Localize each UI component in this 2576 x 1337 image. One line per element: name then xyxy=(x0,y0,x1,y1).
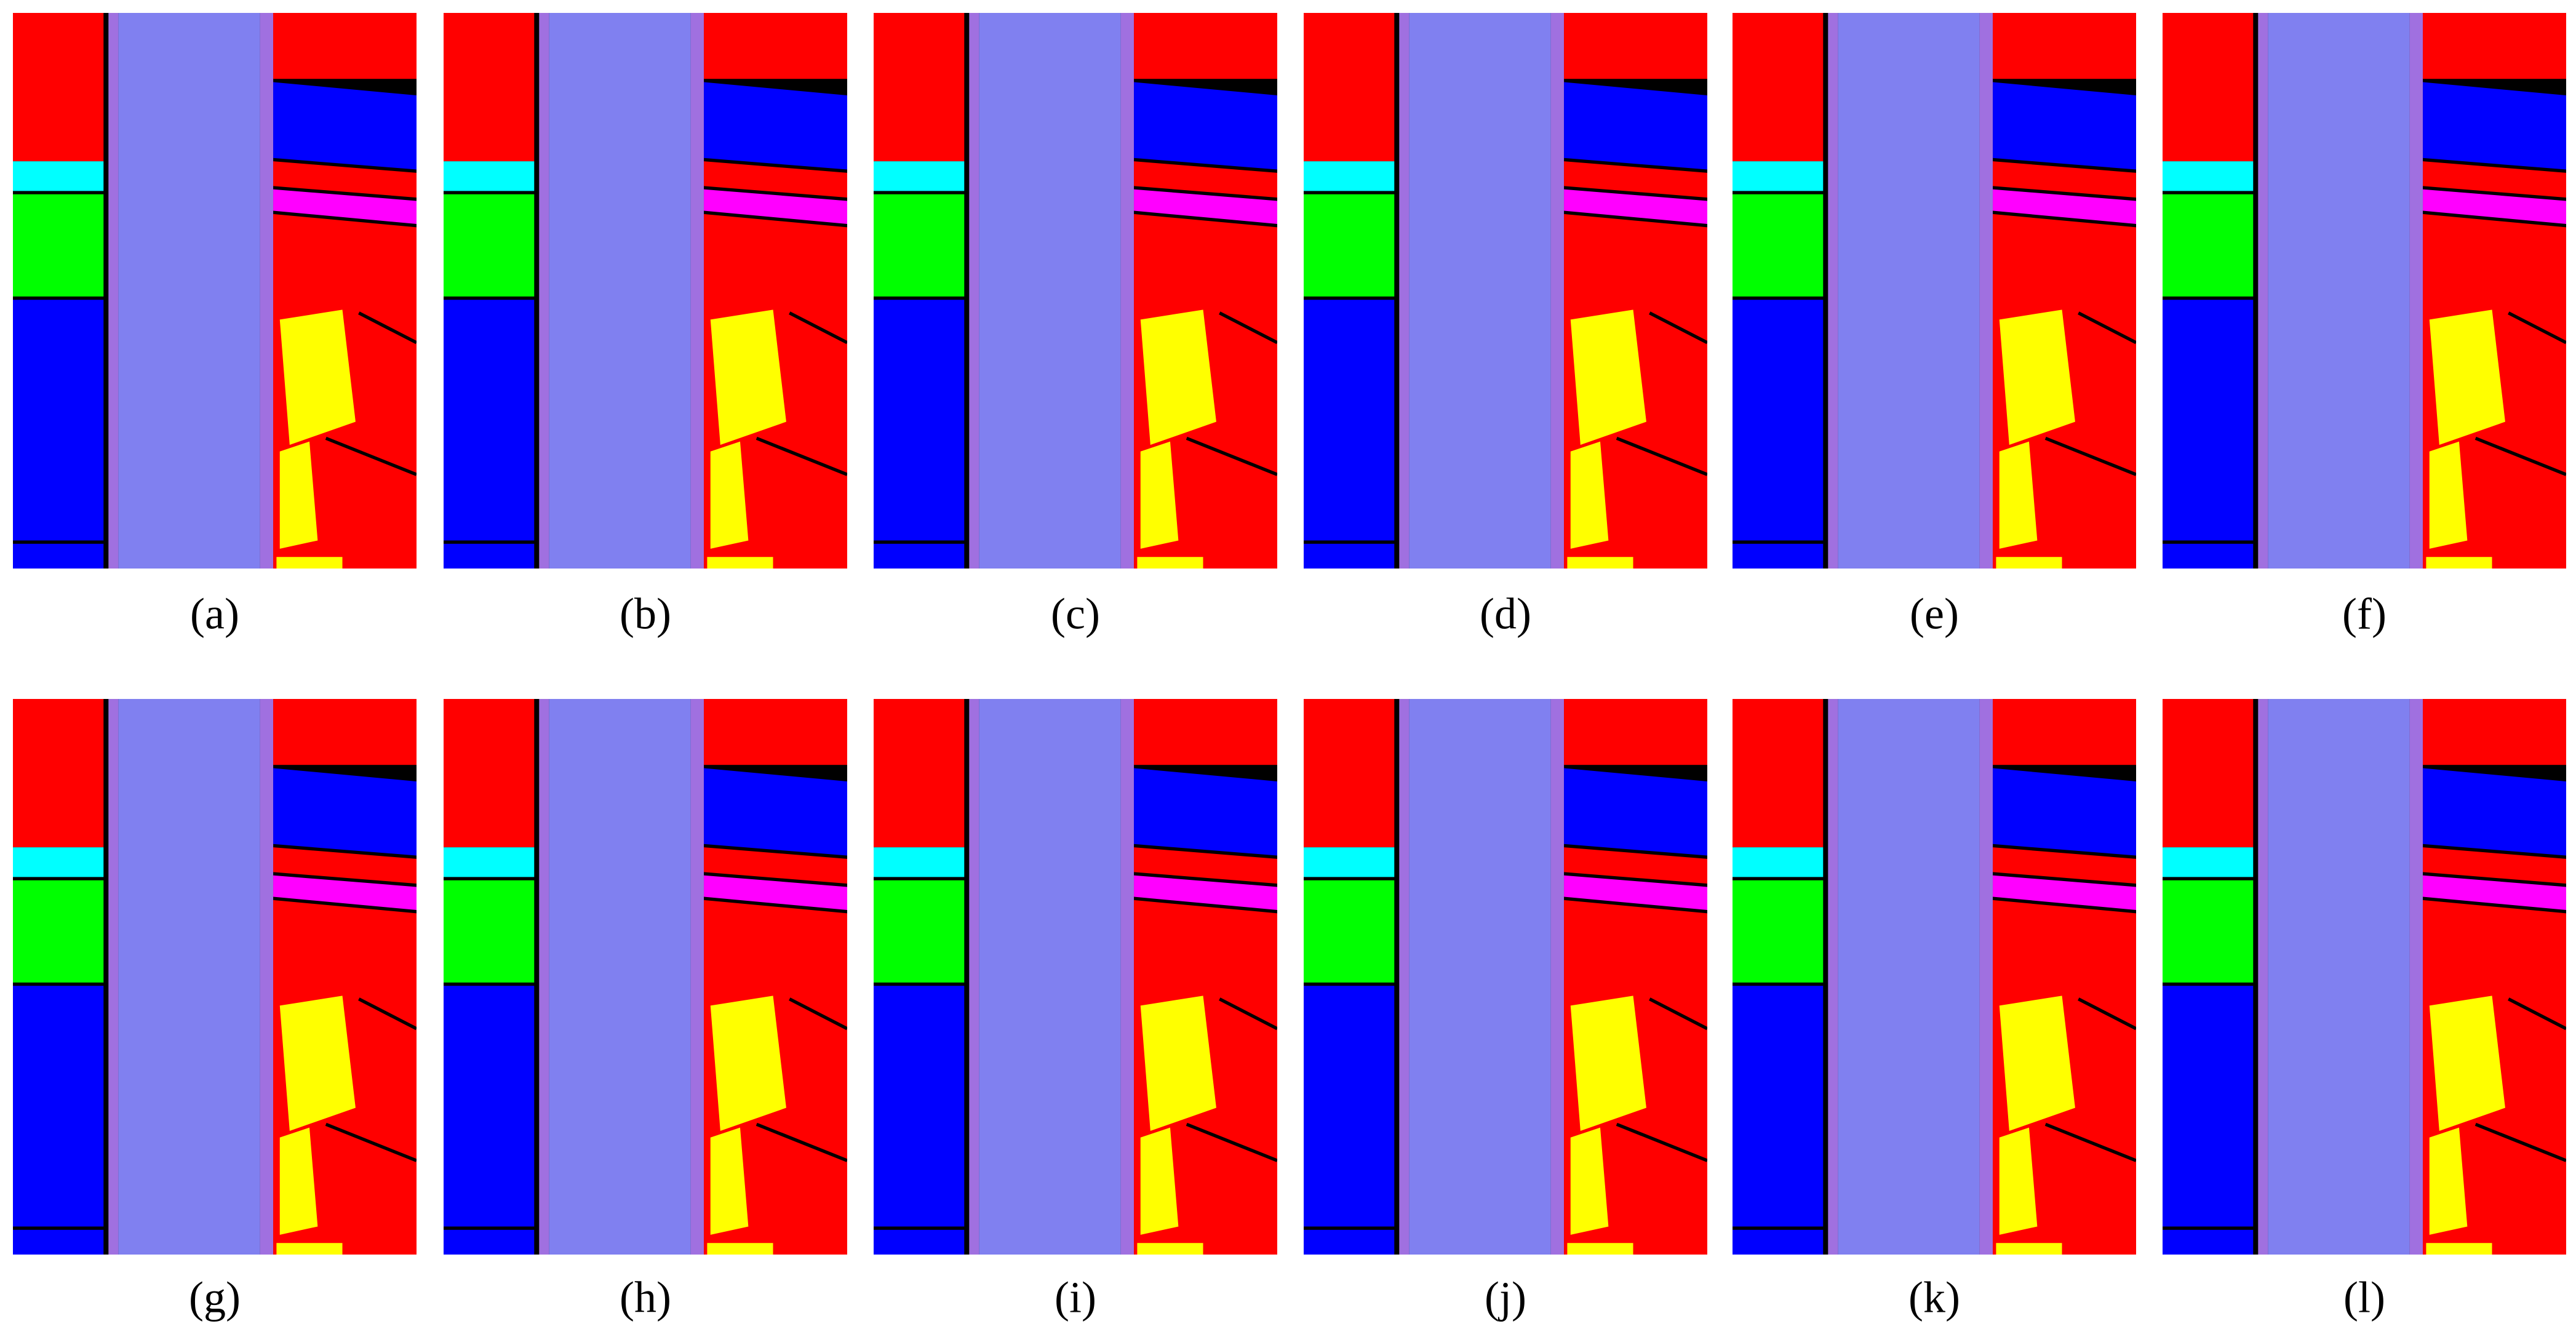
panel-label: (a) xyxy=(190,589,239,639)
panel-label: (b) xyxy=(620,589,671,639)
classification-map xyxy=(444,699,847,1255)
classification-map xyxy=(2163,13,2566,569)
panel-label: (c) xyxy=(1051,589,1100,639)
panel-label: (i) xyxy=(1055,1273,1096,1322)
classification-map xyxy=(13,699,417,1255)
classification-map xyxy=(1304,699,1707,1255)
panel-label: (l) xyxy=(2343,1273,2385,1322)
panel-label: (g) xyxy=(189,1273,241,1322)
classification-map xyxy=(874,699,1277,1255)
classification-map xyxy=(13,13,417,569)
classification-map xyxy=(1733,13,2136,569)
panel-label: (f) xyxy=(2342,589,2387,639)
panel-label: (h) xyxy=(620,1273,671,1322)
panel-label: (j) xyxy=(1485,1273,1526,1322)
classification-map xyxy=(1733,699,2136,1255)
panel-label: (k) xyxy=(1908,1273,1960,1322)
panel-label: (e) xyxy=(1910,589,1959,639)
panel-label: (d) xyxy=(1480,589,1531,639)
classification-map xyxy=(874,13,1277,569)
classification-map xyxy=(1304,13,1707,569)
classification-map xyxy=(444,13,847,569)
classification-map xyxy=(2163,699,2566,1255)
